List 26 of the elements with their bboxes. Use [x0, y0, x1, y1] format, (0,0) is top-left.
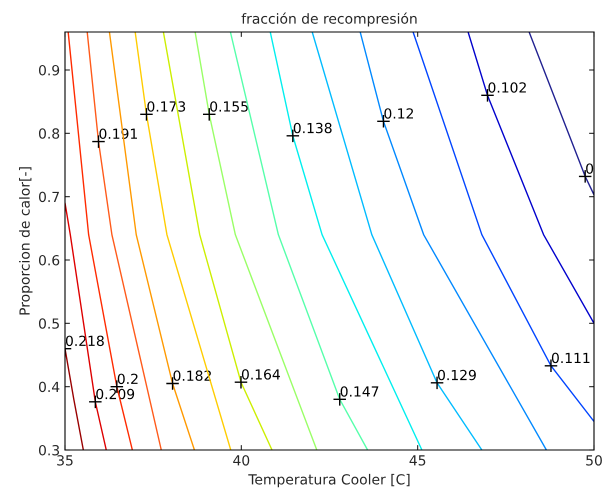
annotation: 0.12: [384, 108, 413, 119]
line-series: [467, 32, 594, 324]
y-tick-label: 0.3: [38, 444, 60, 456]
chart-title: fracción de recompresión: [242, 12, 417, 27]
annotation: 0.147: [340, 386, 378, 397]
x-tick-label: 35: [57, 455, 73, 466]
x-tick-label: 40: [233, 455, 250, 466]
x-axis-title: Temperatura Cooler [C]: [248, 474, 410, 488]
y-axis-title: Proporcion de calor[-]: [19, 167, 32, 315]
x-tick-label: 45: [410, 455, 426, 466]
y-tick-label: 0.6: [38, 254, 60, 266]
annotation: 0.102: [488, 82, 526, 93]
y-tick-label: 0.9: [38, 64, 60, 76]
line-series: [412, 32, 594, 422]
annotation: 0.129: [438, 370, 476, 380]
y-tick-label: 0.8: [38, 128, 60, 139]
annotation: 0.164: [242, 369, 280, 380]
y-tick-label: 0.5: [38, 318, 59, 329]
annotation: 0.2: [118, 374, 138, 384]
y-tick-label: 0.4: [38, 382, 60, 392]
x-tick-label: 50: [586, 455, 602, 466]
annotation: 0.155: [210, 101, 248, 112]
annotation: 0: [586, 163, 594, 174]
y-tick-label: 0.7: [38, 192, 59, 202]
annotation: 0.138: [294, 122, 332, 134]
annotation: 0.111: [552, 352, 590, 364]
